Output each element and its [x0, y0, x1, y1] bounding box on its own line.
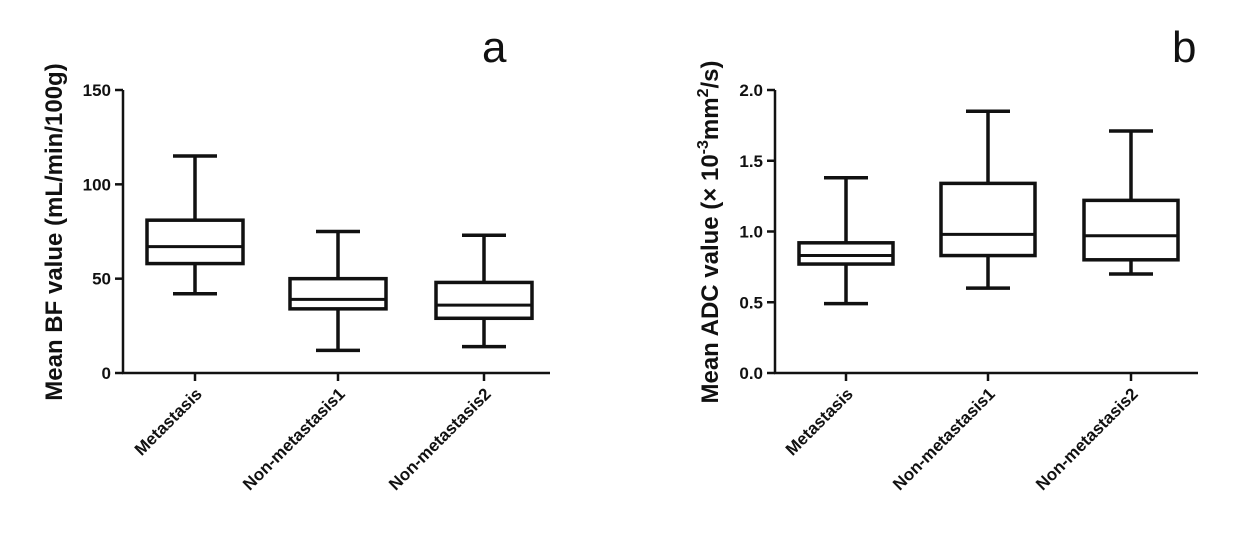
panel-a-category-label: Metastasis: [131, 384, 206, 459]
panel-a-y-tick-label: 100: [83, 175, 111, 194]
panel-b-box-2: [939, 109, 1037, 290]
panel-b-y-tick-label: 1.0: [739, 223, 763, 242]
panel-a-y-tick-label: 0: [102, 364, 111, 383]
panel-a-y-axis-label: Mean BF value (mL/min/100g): [41, 63, 68, 400]
panel-b-category-label: Metastasis: [782, 384, 857, 459]
panel-b-chart: b Mean ADC value (× 10-3mm2/s) 0.0 0.5 1.0…: [695, 23, 1198, 494]
panel-a-y-tick-label: 50: [92, 270, 111, 289]
panel-a-category-label: Non-metastasis1: [239, 384, 349, 494]
iqr-box: [434, 280, 534, 321]
panel-a-boxes: [145, 154, 534, 353]
panel-b-letter: b: [1172, 23, 1196, 72]
panel-b-y-tick-label: 2.0: [739, 81, 763, 100]
panel-a-box-2: [288, 229, 388, 353]
panel-b-box-1: [797, 175, 895, 306]
panel-a-category-label: Non-metastasis2: [385, 384, 495, 494]
panel-b-category-label: Non-metastasis2: [1032, 384, 1142, 494]
panel-a-box-1: [145, 154, 245, 296]
panel-b-y-tick-label: 1.5: [739, 152, 763, 171]
iqr-box: [797, 241, 895, 266]
panel-a-chart: a Mean BF value (mL/min/100g) 0 50 100 150 M…: [41, 23, 550, 494]
panel-b-category-label: Non-metastasis1: [889, 384, 999, 494]
panel-a-y-tick-label: 150: [83, 81, 111, 100]
panel-b-y-axis-label: Mean ADC value (× 10-3mm2/s): [695, 60, 724, 403]
iqr-box: [288, 276, 388, 311]
iqr-box: [1082, 198, 1180, 262]
panel-b-y-tick-label: 0.5: [739, 293, 763, 312]
panel-a-box-3: [434, 233, 534, 349]
iqr-box: [939, 181, 1037, 258]
panel-a-letter: a: [482, 23, 507, 72]
iqr-box: [145, 218, 245, 266]
panel-b-boxes: [797, 109, 1180, 306]
panel-b-box-3: [1082, 129, 1180, 276]
panel-b-y-tick-label: 0.0: [739, 364, 763, 383]
panel-a-axes: 0 50 100 150 Metastasis Non-metastasis1 Non-me…: [83, 81, 550, 494]
